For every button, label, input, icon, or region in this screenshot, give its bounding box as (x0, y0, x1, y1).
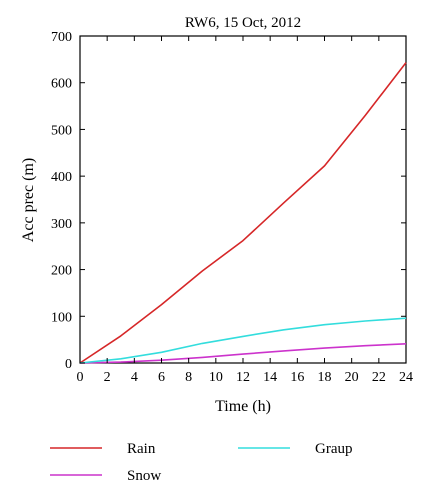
x-tick-label: 20 (345, 370, 359, 385)
x-tick-label: 0 (77, 370, 84, 385)
plot-frame (79, 35, 407, 364)
y-ticks: 0 100 200 300 400 500 600 700 (51, 30, 406, 372)
x-tick-label: 8 (185, 370, 192, 385)
x-tick-label: 12 (236, 370, 250, 385)
series-line-rain (79, 62, 407, 364)
x-tick-label: 24 (399, 370, 413, 385)
x-tick-label: 2 (104, 370, 111, 385)
series-line-graup (79, 317, 407, 364)
x-axis-title: Time (h) (215, 398, 271, 415)
legend-label-snow: Snow (127, 468, 161, 484)
y-tick-label: 0 (65, 357, 72, 372)
y-tick-label: 500 (51, 123, 72, 138)
x-ticks: 0 2 4 6 8 10 12 14 16 18 20 22 24 (77, 36, 413, 385)
y-tick-label: 300 (51, 217, 72, 232)
x-tick-label: 4 (131, 370, 138, 385)
legend: Rain Snow Graup (50, 441, 353, 484)
x-tick-label: 18 (318, 370, 332, 385)
series-lines (79, 62, 407, 364)
y-tick-label: 400 (51, 170, 72, 185)
legend-label-rain: Rain (127, 441, 156, 457)
y-tick-label: 200 (51, 264, 72, 279)
plot-area: 0 2 4 6 8 10 12 14 16 18 20 22 24 010020030040050060… (51, 30, 413, 385)
y-tick-label: 700 (51, 30, 72, 45)
x-tick-label: 22 (372, 370, 386, 385)
x-tick-label: 10 (209, 370, 223, 385)
y-tick-label: 600 (51, 77, 72, 92)
chart-title: RW6, 15 Oct, 2012 (185, 15, 301, 31)
legend-label-graup: Graup (315, 441, 353, 457)
x-tick-label: 6 (158, 370, 165, 385)
x-tick-label: 14 (263, 370, 277, 385)
y-axis-title: Acc prec (m) (20, 158, 37, 242)
y-tick-label: 100 (51, 310, 72, 325)
x-tick-label: 16 (290, 370, 304, 385)
